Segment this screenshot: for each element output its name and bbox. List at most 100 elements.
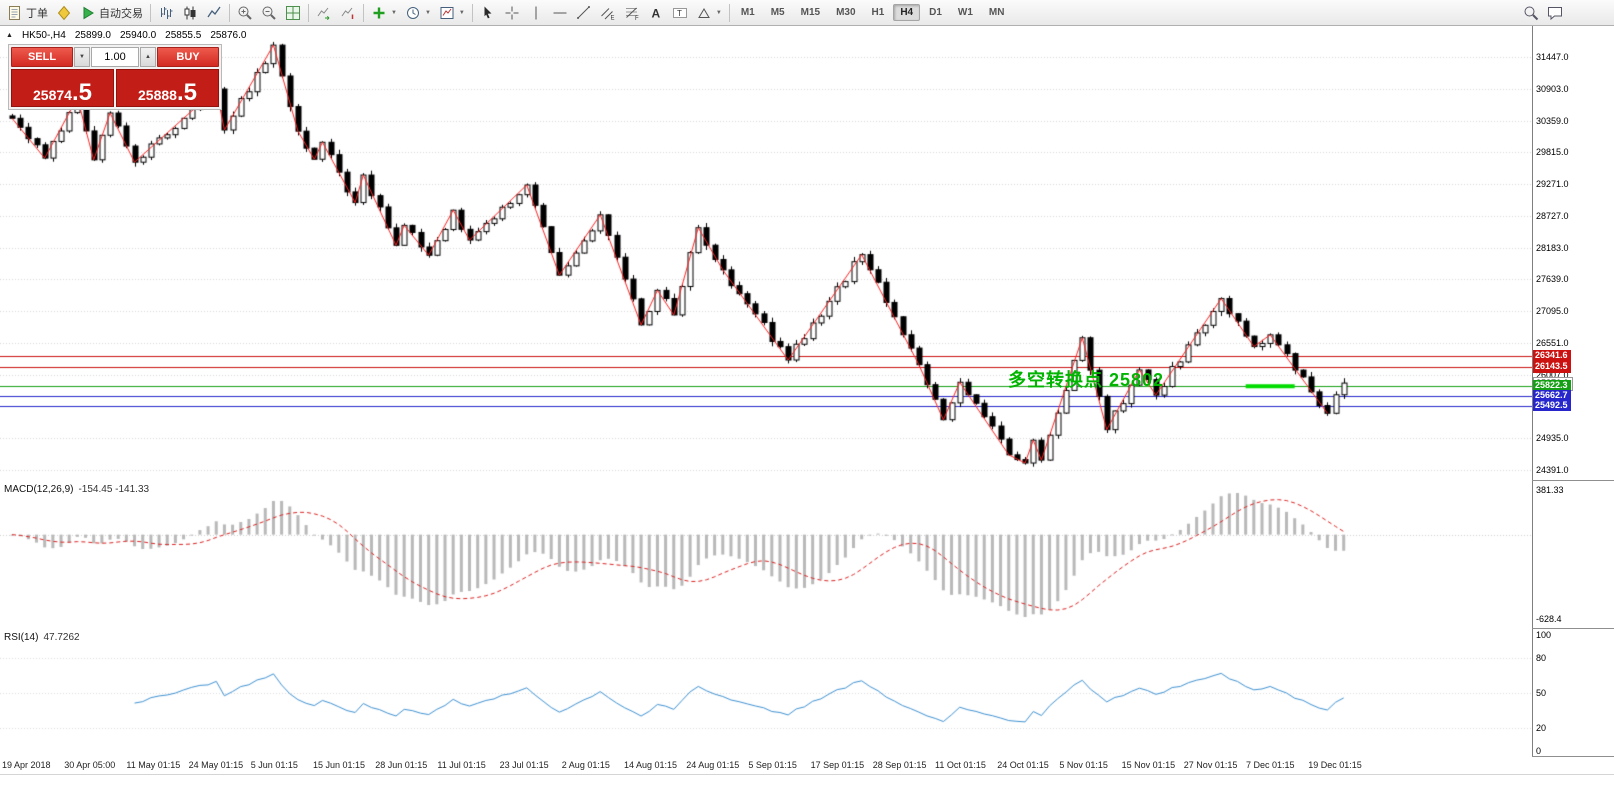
new-chart-icon xyxy=(371,5,387,21)
volume-increase-button[interactable]: ▲ xyxy=(140,47,156,67)
bar-chart-button[interactable] xyxy=(154,2,178,24)
date-label: 15 Jun 01:15 xyxy=(313,760,366,770)
y-axis-label: 24391.0 xyxy=(1536,465,1569,475)
chart-shift-icon xyxy=(340,5,356,21)
macd-canvas[interactable] xyxy=(0,481,1532,629)
y-axis-label: 26007.0 xyxy=(1536,369,1569,380)
time-axis[interactable]: 19 Apr 2018 30 Apr 05:00 11 May 01:15 24 Ma… xyxy=(0,757,1614,775)
buy-price-main: 25888 xyxy=(138,86,177,103)
timeframe-m5-button[interactable]: M5 xyxy=(770,7,785,18)
candles-icon xyxy=(182,5,198,21)
fibonacci-icon: F xyxy=(624,5,640,21)
date-label: 5 Nov 01:15 xyxy=(1059,760,1108,770)
order-icon xyxy=(7,5,23,21)
price-level-tag: 26341.6 xyxy=(1533,349,1571,362)
macd-name: MACD(12,26,9) xyxy=(4,484,74,495)
toolbar-separator xyxy=(150,3,151,22)
templates-button[interactable]: ▼ xyxy=(435,2,469,24)
auto-scroll-button[interactable] xyxy=(312,2,336,24)
timeframe-m30-button[interactable]: M30 xyxy=(836,7,856,18)
toolbar-separator xyxy=(308,3,309,22)
sell-button[interactable]: SELL xyxy=(11,47,73,67)
date-label: 11 Jul 01:15 xyxy=(437,760,486,770)
text-icon: A xyxy=(648,5,664,21)
autotrading-button-label: 自动交易 xyxy=(99,7,143,20)
chart-annotation-text: 多空转换点 25802 xyxy=(1008,370,1165,390)
toolbar-separator xyxy=(229,3,230,22)
date-label: 11 Oct 01:15 xyxy=(935,760,986,770)
shapes-button[interactable]: ▼ xyxy=(692,2,726,24)
price-level-tag: 25662.7 xyxy=(1533,389,1571,402)
vline-icon xyxy=(528,5,544,21)
rsi-axis[interactable]: 100 80 50 20 0 xyxy=(1532,629,1614,756)
timeframe-w1-button[interactable]: W1 xyxy=(957,7,973,18)
date-label: 5 Sep 01:15 xyxy=(748,760,797,770)
chart-shift-button[interactable] xyxy=(336,2,360,24)
text-label-button[interactable]: T xyxy=(668,2,692,24)
equidistant-channel-button[interactable]: E xyxy=(596,2,620,24)
sell-price-main: 25874 xyxy=(33,86,72,103)
rsi-panel: RSI(14) 47.7262 100 80 50 20 0 xyxy=(0,629,1614,757)
volume-decrease-button[interactable]: ▼ xyxy=(74,47,90,67)
volume-input[interactable] xyxy=(91,47,139,67)
fibonacci-button[interactable]: F xyxy=(620,2,644,24)
timeframe-m15-button[interactable]: M15 xyxy=(800,7,821,18)
macd-axis[interactable]: 381.33 -628.4 xyxy=(1532,481,1614,628)
horizontal-line-button[interactable] xyxy=(548,2,572,24)
autotrading-button[interactable]: 自动交易 xyxy=(76,2,147,24)
cursor-button[interactable] xyxy=(476,2,500,24)
one-click-trading-panel: SELL ▼ ▲ BUY 25874.5 25888.5 xyxy=(8,44,222,110)
trendline-icon xyxy=(576,5,592,21)
periods-button[interactable]: ▼ xyxy=(401,2,435,24)
favorites-button[interactable] xyxy=(52,2,76,24)
buy-price-display[interactable]: 25888.5 xyxy=(116,69,219,107)
price-axis[interactable]: 31447.0 30903.0 30359.0 29815.0 29271.0 28727… xyxy=(1532,26,1614,480)
main-chart-canvas[interactable] xyxy=(0,26,1532,481)
price-level-tag: 25492.5 xyxy=(1533,399,1571,412)
date-label: 15 Nov 01:15 xyxy=(1121,760,1176,770)
date-label: 24 Oct 01:15 xyxy=(997,760,1049,770)
buy-button[interactable]: BUY xyxy=(157,47,219,67)
caret-down-icon: ▼ xyxy=(458,9,465,16)
chat-button[interactable] xyxy=(1543,2,1567,24)
y-axis-label: 29271.0 xyxy=(1536,179,1569,190)
text-button[interactable]: A xyxy=(644,2,668,24)
y-axis-label: 29815.0 xyxy=(1536,147,1569,158)
crosshair-button[interactable] xyxy=(500,2,524,24)
bars-icon xyxy=(158,5,174,21)
toolbar: 丁单 自动交易 ▼ ▼ ▼ E F A T ▼ M1 M5 M15 M30 H1 H4 D1 W1 MN xyxy=(0,0,1614,26)
y-axis-label: 28183.0 xyxy=(1536,242,1569,253)
zoom-in-button[interactable] xyxy=(233,2,257,24)
rsi-axis-label: 100 xyxy=(1536,630,1552,640)
timeframe-d1-button[interactable]: D1 xyxy=(929,7,942,18)
play-icon xyxy=(80,5,96,21)
new-chart-button[interactable]: ▼ xyxy=(367,2,401,24)
zoom-out-button[interactable] xyxy=(257,2,281,24)
low-value: 25855.5 xyxy=(165,30,202,41)
timeframe-m1-button[interactable]: M1 xyxy=(740,7,755,18)
macd-label: MACD(12,26,9) -154.45 -141.33 xyxy=(4,484,149,495)
timeframe-h4-button[interactable]: H4 xyxy=(893,4,921,21)
timeframe-mn-button[interactable]: MN xyxy=(988,7,1005,18)
timeframe-h1-button[interactable]: H1 xyxy=(871,7,885,18)
line-chart-button[interactable] xyxy=(202,2,226,24)
rsi-label: RSI(14) 47.7262 xyxy=(4,632,80,643)
date-label: 24 Aug 01:15 xyxy=(686,760,740,770)
date-label: 19 Dec 01:15 xyxy=(1308,760,1362,770)
high-value: 25940.0 xyxy=(120,30,157,41)
y-axis-label: 27639.0 xyxy=(1536,274,1569,285)
tile-windows-button[interactable] xyxy=(281,2,305,24)
rsi-canvas[interactable] xyxy=(0,629,1532,757)
macd-values: -154.45 -141.33 xyxy=(78,484,150,495)
new-order-button[interactable]: 丁单 xyxy=(3,2,52,24)
main-chart-panel: ▲ HK50-,H4 25899.0 25940.0 25855.5 25876… xyxy=(0,26,1614,481)
candlestick-chart-button[interactable] xyxy=(178,2,202,24)
vertical-line-button[interactable] xyxy=(524,2,548,24)
one-click-collapse-icon[interactable]: ▲ xyxy=(6,32,13,39)
search-button[interactable] xyxy=(1519,2,1543,24)
bottom-strip xyxy=(0,775,1614,799)
trendline-button[interactable] xyxy=(572,2,596,24)
sell-price-display[interactable]: 25874.5 xyxy=(11,69,114,107)
date-label: 2 Aug 01:15 xyxy=(561,760,610,770)
svg-text:A: A xyxy=(651,6,660,20)
